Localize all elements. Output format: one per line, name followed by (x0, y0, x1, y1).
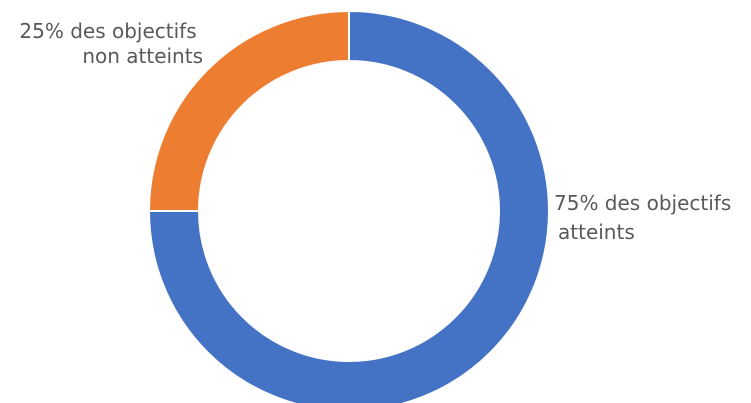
slice-label-achieved-line-2: atteints (558, 220, 635, 244)
slice-not-achieved (147, 9, 350, 212)
slice-label-not-achieved-line-2: non atteints (82, 44, 203, 68)
slice-achieved (147, 9, 550, 403)
slice-label-achieved-line-1: 75% des objectifs (554, 191, 731, 215)
donut-slices (147, 9, 550, 403)
slice-label-not-achieved: 25% des objectifs non atteints (19, 19, 203, 68)
slice-label-not-achieved-line-1: 25% des objectifs (19, 19, 196, 43)
slice-label-achieved: 75% des objectifs atteints (554, 191, 738, 244)
